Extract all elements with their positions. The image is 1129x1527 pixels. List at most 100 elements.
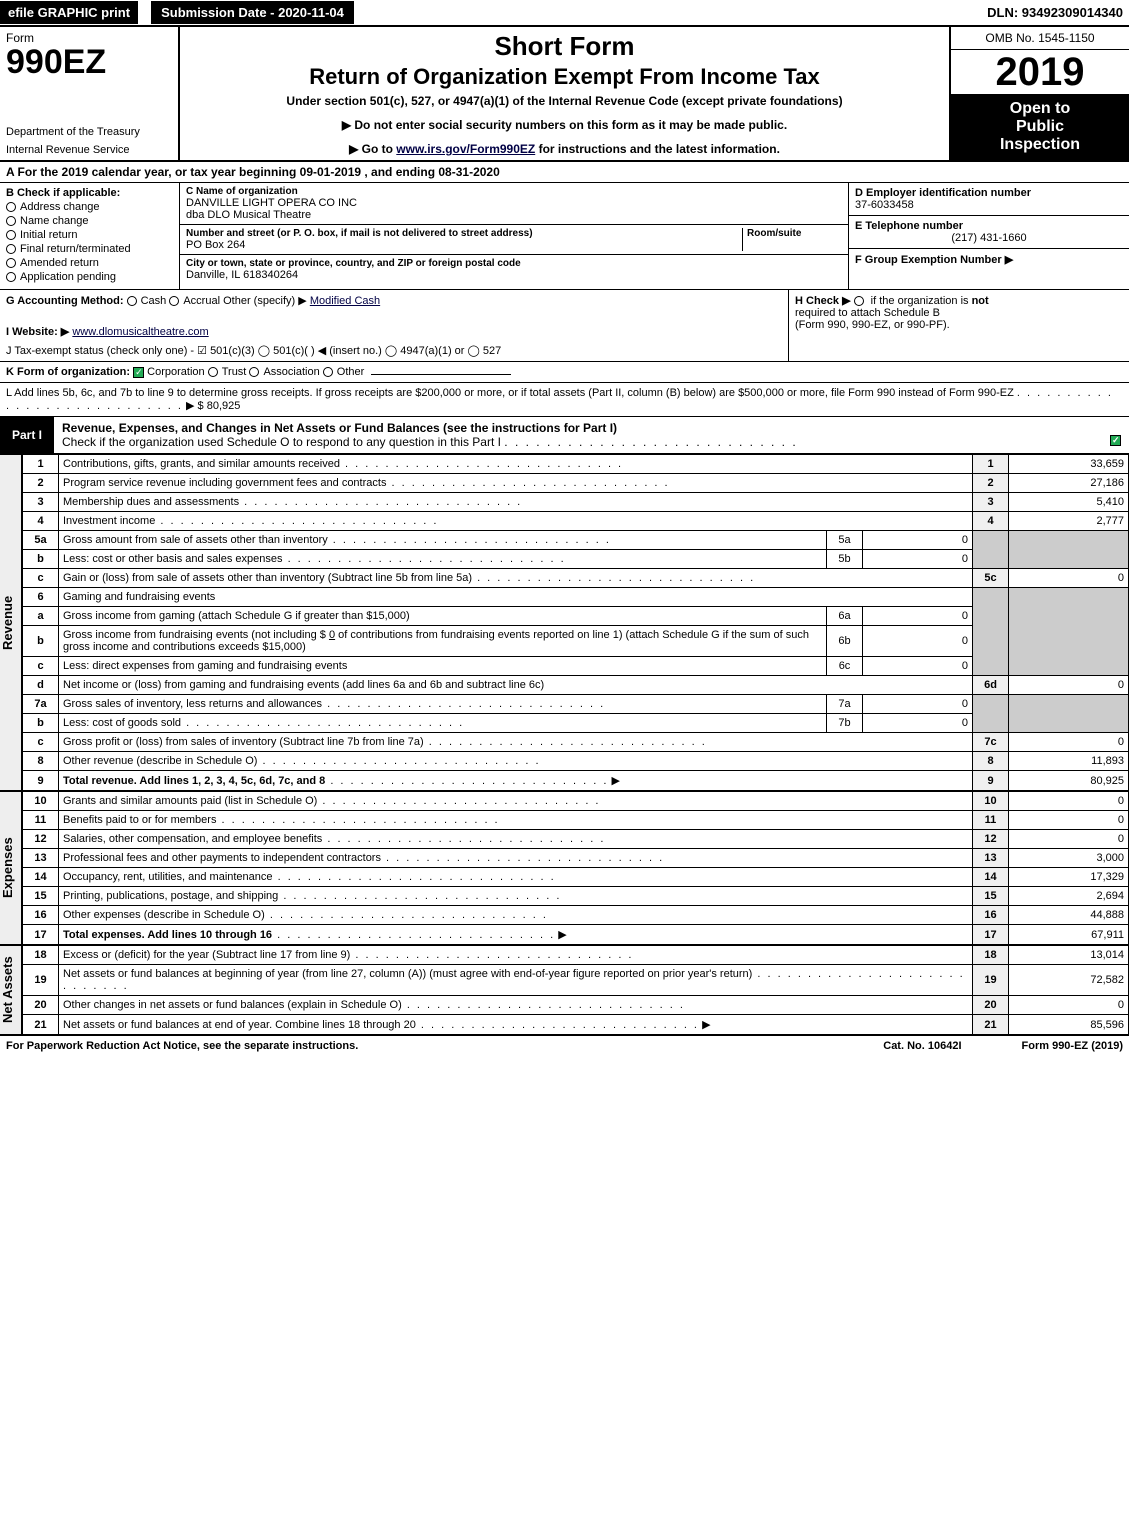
top-bar: efile GRAPHIC print Submission Date - 20… bbox=[0, 0, 1129, 27]
dln: DLN: 93492309014340 bbox=[981, 1, 1129, 24]
section-b: B Check if applicable: Address change Na… bbox=[0, 183, 180, 289]
header-right: OMB No. 1545-1150 2019 Open to Public In… bbox=[949, 27, 1129, 160]
room-label: Room/suite bbox=[747, 228, 842, 239]
part1-title: Revenue, Expenses, and Changes in Net As… bbox=[54, 417, 1129, 453]
line-15: 15 Printing, publications, postage, and … bbox=[23, 887, 1129, 906]
line-6d: d Net income or (loss) from gaming and f… bbox=[23, 676, 1129, 695]
dept-treasury: Department of the Treasury bbox=[6, 126, 172, 138]
amt-10: 0 bbox=[1009, 792, 1129, 811]
line-20: 20 Other changes in net assets or fund b… bbox=[23, 996, 1129, 1015]
line-14: 14 Occupancy, rent, utilities, and maint… bbox=[23, 868, 1129, 887]
website-link[interactable]: www.dlomusicaltheatre.com bbox=[72, 326, 208, 338]
amt-16: 44,888 bbox=[1009, 906, 1129, 925]
line-8: 8 Other revenue (describe in Schedule O)… bbox=[23, 752, 1129, 771]
telephone: (217) 431-1660 bbox=[855, 232, 1123, 244]
i-label: I Website: ▶ bbox=[6, 326, 69, 338]
short-form-title: Short Form bbox=[186, 31, 943, 62]
revenue-table: 1 Contributions, gifts, grants, and simi… bbox=[22, 454, 1129, 791]
expenses-table: 10 Grants and similar amounts paid (list… bbox=[22, 791, 1129, 945]
amt-6a: 0 bbox=[863, 607, 973, 626]
chk-amended-return[interactable]: Amended return bbox=[6, 257, 173, 269]
part1-subtitle: Check if the organization used Schedule … bbox=[62, 435, 501, 449]
k-corp-checkbox[interactable] bbox=[133, 367, 144, 378]
line-7b: b Less: cost of goods sold 7b 0 bbox=[23, 714, 1129, 733]
line-3: 3 Membership dues and assessments 3 5,41… bbox=[23, 493, 1129, 512]
footer-cat: Cat. No. 10642I bbox=[883, 1040, 961, 1052]
amt-6b: 0 bbox=[863, 626, 973, 657]
c-city-label: City or town, state or province, country… bbox=[186, 258, 842, 269]
amt-13: 3,000 bbox=[1009, 849, 1129, 868]
org-name: DANVILLE LIGHT OPERA CO INC bbox=[186, 197, 842, 209]
chk-application-pending[interactable]: Application pending bbox=[6, 271, 173, 283]
expenses-section: Expenses 10 Grants and similar amounts p… bbox=[0, 791, 1129, 945]
amt-3: 5,410 bbox=[1009, 493, 1129, 512]
netassets-label: Net Assets bbox=[0, 945, 22, 1035]
line-5a: 5a Gross amount from sale of assets othe… bbox=[23, 531, 1129, 550]
g-cash-radio[interactable] bbox=[127, 296, 137, 306]
l-arrow: ▶ $ bbox=[186, 400, 204, 412]
h-label: H Check ▶ bbox=[795, 295, 851, 307]
amt-12: 0 bbox=[1009, 830, 1129, 849]
ssn-note: ▶ Do not enter social security numbers o… bbox=[186, 118, 943, 132]
info-block: B Check if applicable: Address change Na… bbox=[0, 183, 1129, 290]
schedule-o-checkbox[interactable] bbox=[1110, 435, 1121, 446]
row-g: G Accounting Method: Cash Accrual Other … bbox=[0, 290, 789, 361]
gross-receipts: 80,925 bbox=[207, 400, 241, 412]
accounting-method-value[interactable]: Modified Cash bbox=[310, 295, 380, 307]
return-title: Return of Organization Exempt From Incom… bbox=[186, 64, 943, 90]
row-l: L Add lines 5b, 6c, and 7b to line 9 to … bbox=[0, 383, 1129, 417]
chk-address-change[interactable]: Address change bbox=[6, 201, 173, 213]
line-16: 16 Other expenses (describe in Schedule … bbox=[23, 906, 1129, 925]
amt-5b: 0 bbox=[863, 550, 973, 569]
form-number: 990EZ bbox=[6, 45, 172, 79]
org-city: Danville, IL 618340264 bbox=[186, 269, 842, 281]
amt-6b-contrib: 0 bbox=[329, 629, 335, 641]
line-9: 9 Total revenue. Add lines 1, 2, 3, 4, 5… bbox=[23, 771, 1129, 791]
amt-9: 80,925 bbox=[1009, 771, 1129, 791]
c-name-label: C Name of organization bbox=[186, 186, 842, 197]
open-inspection: Open to Public Inspection bbox=[951, 94, 1129, 160]
line-6b: b Gross income from fundraising events (… bbox=[23, 626, 1129, 657]
k-other-radio[interactable] bbox=[323, 367, 333, 377]
amt-17: 67,911 bbox=[1009, 925, 1129, 945]
chk-initial-return[interactable]: Initial return bbox=[6, 229, 173, 241]
page-footer: For Paperwork Reduction Act Notice, see … bbox=[0, 1035, 1129, 1056]
footer-right: Form 990-EZ (2019) bbox=[1022, 1040, 1123, 1052]
g-accrual-radio[interactable] bbox=[169, 296, 179, 306]
amt-18: 13,014 bbox=[1009, 946, 1129, 965]
amt-15: 2,694 bbox=[1009, 887, 1129, 906]
amt-21: 85,596 bbox=[1009, 1015, 1129, 1035]
goto-note: ▶ Go to www.irs.gov/Form990EZ for instru… bbox=[186, 142, 943, 156]
irs-link[interactable]: www.irs.gov/Form990EZ bbox=[396, 142, 535, 156]
h-checkbox[interactable] bbox=[854, 296, 864, 306]
k-label: K Form of organization: bbox=[6, 366, 130, 378]
amt-1: 33,659 bbox=[1009, 455, 1129, 474]
goto-pre: ▶ Go to bbox=[349, 142, 396, 156]
footer-left: For Paperwork Reduction Act Notice, see … bbox=[6, 1040, 358, 1052]
line-1: 1 Contributions, gifts, grants, and simi… bbox=[23, 455, 1129, 474]
section-def: D Employer identification number 37-6033… bbox=[849, 183, 1129, 289]
k-assoc-radio[interactable] bbox=[249, 367, 259, 377]
chk-name-change[interactable]: Name change bbox=[6, 215, 173, 227]
line-7c: c Gross profit or (loss) from sales of i… bbox=[23, 733, 1129, 752]
under-section: Under section 501(c), 527, or 4947(a)(1)… bbox=[186, 94, 943, 108]
amt-7b: 0 bbox=[863, 714, 973, 733]
form-header: Form 990EZ Department of the Treasury In… bbox=[0, 27, 1129, 162]
line-13: 13 Professional fees and other payments … bbox=[23, 849, 1129, 868]
line-11: 11 Benefits paid to or for members 11 0 bbox=[23, 811, 1129, 830]
section-c: C Name of organization DANVILLE LIGHT OP… bbox=[180, 183, 849, 289]
open-line2: Public bbox=[957, 118, 1123, 136]
line-4: 4 Investment income 4 2,777 bbox=[23, 512, 1129, 531]
k-trust-radio[interactable] bbox=[208, 367, 218, 377]
tax-period: A For the 2019 calendar year, or tax yea… bbox=[0, 162, 1129, 183]
amt-4: 2,777 bbox=[1009, 512, 1129, 531]
chk-final-return[interactable]: Final return/terminated bbox=[6, 243, 173, 255]
part1-tab: Part I bbox=[0, 424, 54, 446]
org-dba: dba DLO Musical Theatre bbox=[186, 209, 842, 221]
amt-6d: 0 bbox=[1009, 676, 1129, 695]
amt-20: 0 bbox=[1009, 996, 1129, 1015]
row-gh: G Accounting Method: Cash Accrual Other … bbox=[0, 290, 1129, 362]
open-line3: Inspection bbox=[957, 136, 1123, 154]
line-12: 12 Salaries, other compensation, and emp… bbox=[23, 830, 1129, 849]
d-label: D Employer identification number bbox=[855, 187, 1123, 199]
